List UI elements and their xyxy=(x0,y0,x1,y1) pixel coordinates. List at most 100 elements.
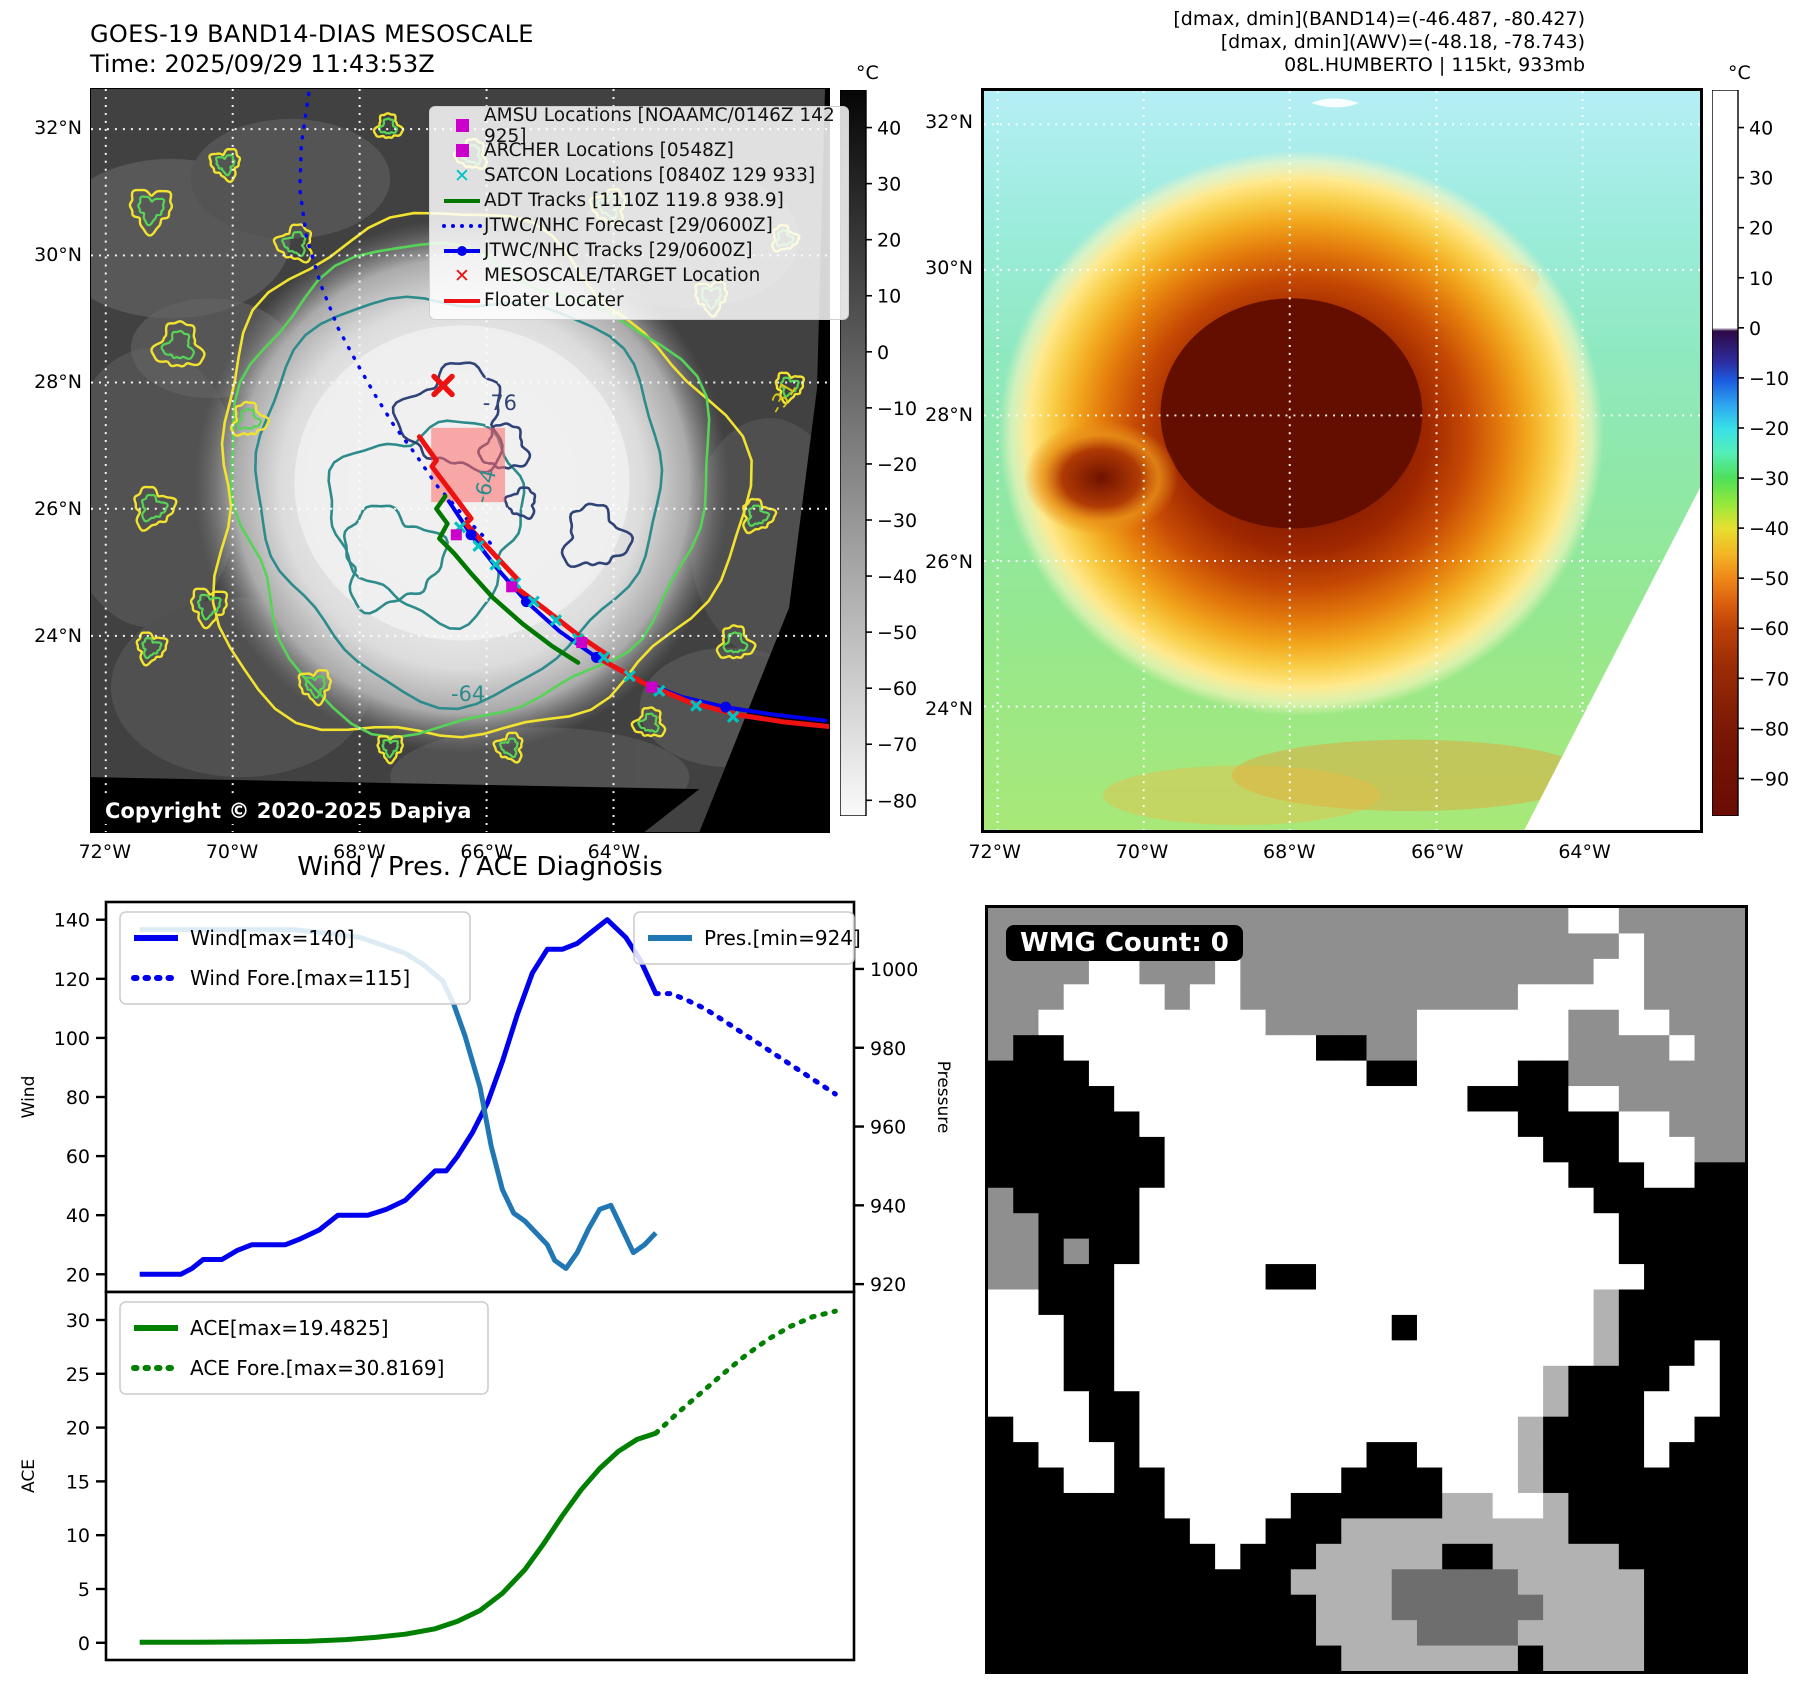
wmg-cell xyxy=(1114,1340,1140,1367)
wmg-cell xyxy=(1290,1543,1317,1570)
wmg-cell xyxy=(1240,1442,1267,1469)
wmg-cell xyxy=(1669,908,1696,934)
wmg-cell xyxy=(1593,1009,1620,1036)
wmg-cell xyxy=(1593,1238,1620,1265)
wmg-cell xyxy=(1467,908,1494,934)
wmg-cell xyxy=(1139,1086,1166,1112)
wmg-cell xyxy=(1568,1569,1595,1596)
wmg-cell xyxy=(1568,1467,1595,1494)
y-tick-label: 40 xyxy=(66,1205,90,1227)
y-tick-label: 80 xyxy=(66,1087,90,1109)
wmg-cell xyxy=(1038,1238,1065,1265)
wmg-cell xyxy=(1316,1111,1342,1138)
wmg-cell xyxy=(1164,1416,1191,1443)
wmg-cell xyxy=(1114,1136,1140,1163)
wmg-cell xyxy=(1316,1543,1342,1570)
contour-yellow xyxy=(208,147,242,184)
wmg-cell xyxy=(1114,1416,1140,1443)
wmg-cell xyxy=(1719,1111,1745,1138)
wmg-cell xyxy=(1189,1340,1216,1367)
wmg-cell xyxy=(1139,1009,1166,1036)
wmg-cell xyxy=(1189,1009,1216,1036)
wmg-cell xyxy=(1341,1213,1367,1240)
wmg-cell xyxy=(1467,1620,1494,1647)
wmg-cell xyxy=(1442,1086,1468,1112)
wmg-cell xyxy=(1442,1035,1468,1062)
wmg-cell xyxy=(1492,1289,1519,1316)
wmg-cell xyxy=(1038,1518,1065,1545)
storm-tracks xyxy=(298,91,829,729)
wmg-cell xyxy=(1215,1594,1241,1621)
dmax-dmin-awv: [dmax, dmin](AWV)=(-48.18, -78.743) xyxy=(1220,31,1585,53)
wmg-cell xyxy=(1416,1136,1443,1163)
wmg-cell xyxy=(1341,1391,1367,1418)
page-title: GOES-19 BAND14-DIAS MESOSCALE xyxy=(90,20,534,48)
wmg-cell xyxy=(1719,1492,1745,1519)
wmg-cell xyxy=(1341,1340,1367,1367)
satcon-marker xyxy=(726,710,740,723)
wmg-cell xyxy=(1240,1264,1267,1290)
contour-navy xyxy=(560,502,635,569)
wmg-cell xyxy=(1189,1518,1216,1545)
wmg-cell xyxy=(1442,1365,1468,1392)
cbar-tick-label: −40 xyxy=(1749,518,1789,540)
wmg-cell xyxy=(1543,1136,1569,1163)
wmg-cell xyxy=(1669,958,1696,985)
wmg-cell xyxy=(1719,1518,1745,1545)
mesoscale-target-box xyxy=(431,427,506,503)
wmg-cell xyxy=(1694,1620,1721,1647)
wmg-cell xyxy=(1467,958,1494,985)
wmg-cell xyxy=(1341,1289,1367,1316)
wmg-cell xyxy=(1215,1492,1241,1519)
wmg-cell xyxy=(1164,1213,1191,1240)
wmg-cell xyxy=(1063,1340,1090,1367)
wmg-cell xyxy=(1568,1543,1595,1570)
y-tick-label: 100 xyxy=(54,1028,90,1050)
wmg-cell xyxy=(1240,1594,1267,1621)
wmg-cell xyxy=(1391,1009,1418,1036)
wmg-cell xyxy=(1063,1213,1090,1240)
amsu-marker xyxy=(450,529,462,541)
legend-item-label: MESOSCALE/TARGET Location xyxy=(484,265,761,286)
wmg-cell xyxy=(1290,1645,1317,1671)
wmg-cell xyxy=(1467,1238,1494,1265)
wmg-cell xyxy=(1492,1543,1519,1570)
wmg-cell xyxy=(1517,1391,1544,1418)
wmg-cell xyxy=(1492,1009,1519,1036)
wmg-cell xyxy=(1416,1111,1443,1138)
wmg-cell xyxy=(1038,984,1065,1011)
wmg-cell xyxy=(1265,1136,1292,1163)
wmg-cell xyxy=(1719,1213,1745,1240)
wmg-cell xyxy=(1593,1264,1620,1290)
wmg-cell xyxy=(1341,1009,1367,1036)
wmg-cell xyxy=(1694,1594,1721,1621)
wmg-cell xyxy=(1618,1314,1645,1341)
wmg-cell xyxy=(1492,1645,1519,1671)
cbar-tick-label: −40 xyxy=(877,566,917,588)
contour-yellow xyxy=(742,497,778,535)
wmg-cell xyxy=(1593,1645,1620,1671)
wmg-cell xyxy=(1316,908,1342,934)
amsu-marker xyxy=(576,637,588,649)
wmg-cell xyxy=(1543,1645,1569,1671)
wmg-cell xyxy=(1114,958,1140,985)
contour-green xyxy=(215,154,236,177)
wmg-cell xyxy=(1543,1543,1569,1570)
wmg-cell xyxy=(1694,1442,1721,1469)
wmg-cell xyxy=(1543,1416,1569,1443)
wmg-cell xyxy=(1568,1136,1595,1163)
wmg-cell xyxy=(1189,1645,1216,1671)
wmg-cell xyxy=(1669,1340,1696,1367)
wmg-cell xyxy=(1265,984,1292,1011)
wmg-cell xyxy=(1669,1518,1696,1545)
wmg-cell xyxy=(1492,1136,1519,1163)
wmg-cell xyxy=(1669,1009,1696,1036)
wmg-cell xyxy=(1063,1365,1090,1392)
wmg-cell xyxy=(988,958,1014,985)
wmg-cell xyxy=(1568,1187,1595,1214)
wmg-cell xyxy=(1240,1492,1267,1519)
wmg-cell xyxy=(1088,1594,1115,1621)
wmg-cell xyxy=(1694,1340,1721,1367)
legend-item-label: AMSU Locations [NOAAMC/0146Z 142 925] xyxy=(484,104,835,147)
